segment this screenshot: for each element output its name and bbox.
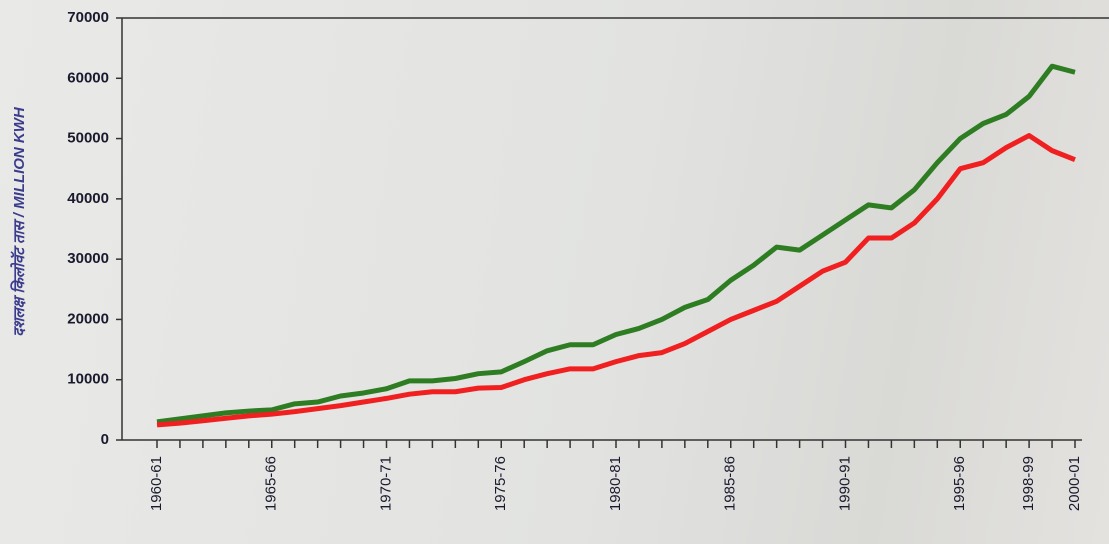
x-tick-label: 1995-96: [951, 456, 968, 511]
y-tick-label: 30000: [67, 250, 109, 267]
y-tick-label: 50000: [67, 130, 109, 147]
series-line: [156, 133, 1076, 428]
x-tick-label: 1990-91: [836, 456, 853, 511]
y-tick-label: 70000: [67, 9, 109, 26]
y-tick-label: 40000: [67, 190, 109, 207]
x-tick-label: 2000-01: [1066, 456, 1083, 511]
y-tick-label: 10000: [67, 371, 109, 388]
y-tick-label: 60000: [67, 69, 109, 86]
x-tick-label: 1980-81: [607, 456, 624, 511]
x-tick-label: 1985-86: [722, 456, 739, 511]
y-tick-label: 20000: [67, 310, 109, 327]
x-tick-label: 1970-71: [377, 456, 394, 511]
x-tick-label: 1960-61: [148, 456, 165, 511]
y-tick-label: 0: [101, 431, 109, 448]
x-tick-label: 1975-76: [492, 456, 509, 511]
y-axis-title: दशलक्ष किलोवॅट तास / MILLION KWH: [10, 106, 28, 337]
x-tick-label: 1965-66: [263, 456, 280, 511]
x-tick-label: 1998-99: [1020, 456, 1037, 511]
series-line: [156, 63, 1076, 425]
